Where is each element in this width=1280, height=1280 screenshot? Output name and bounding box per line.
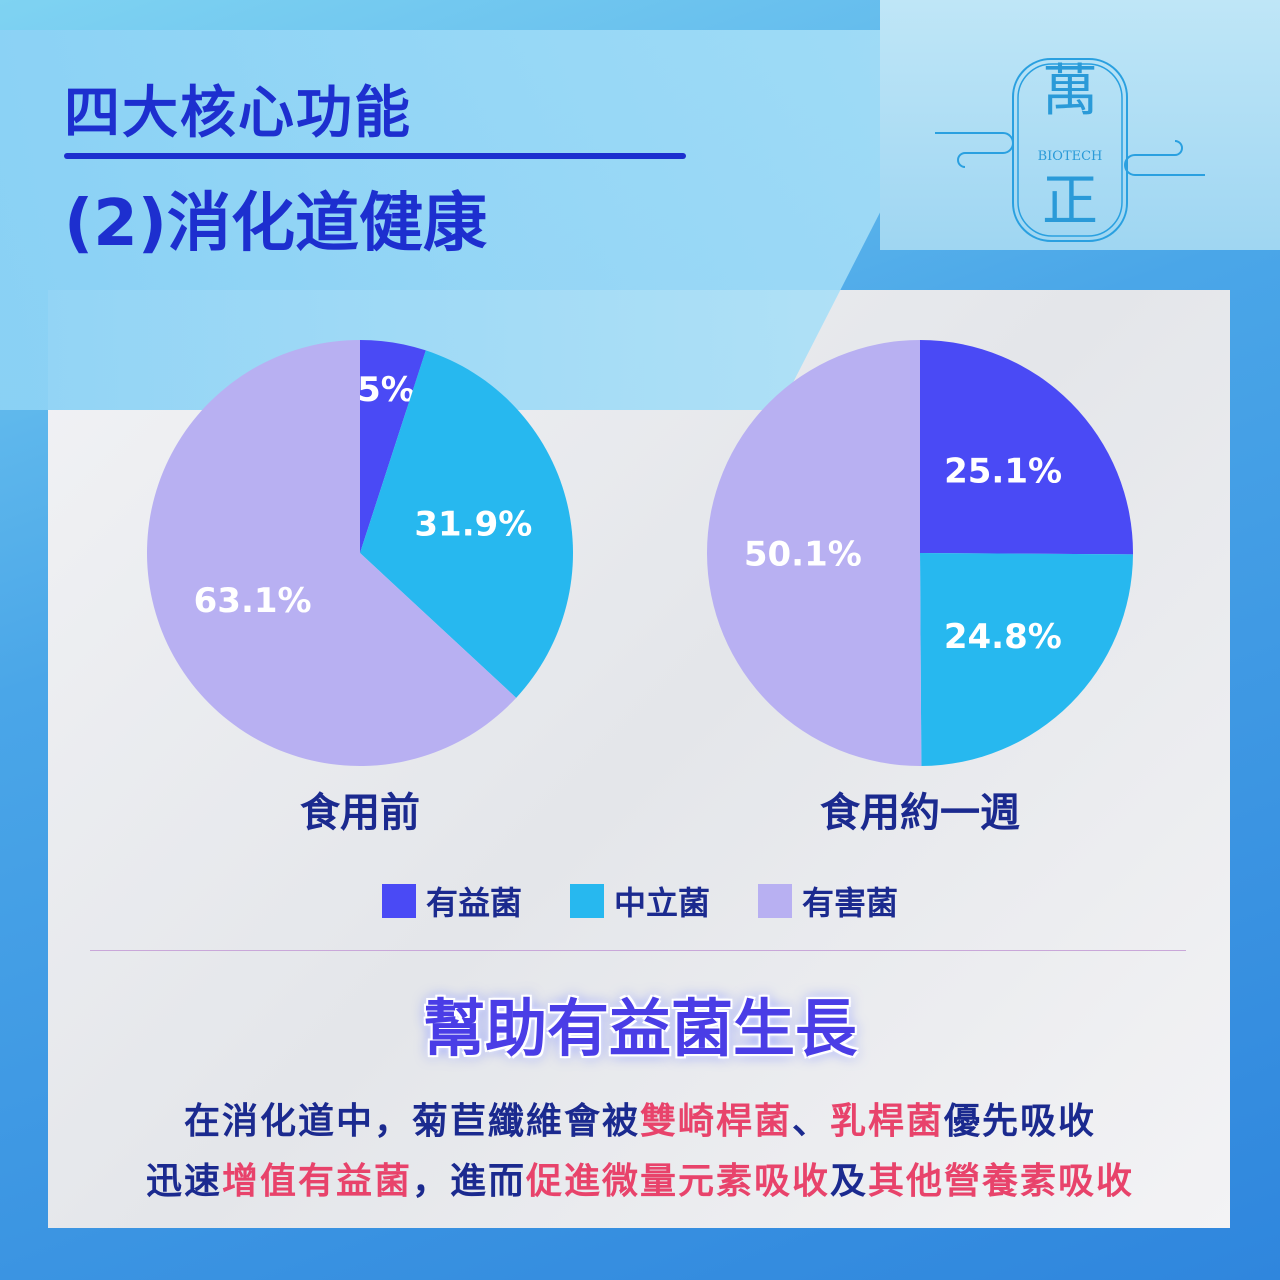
- chart-legend: 有益菌 中立菌 有害菌: [0, 878, 1280, 924]
- pie-data-label: 5%: [357, 370, 415, 410]
- legend-label: 有害菌: [802, 884, 899, 922]
- body-text: ，進而: [411, 1161, 526, 1202]
- headline: 幫助有益菌生長: [422, 992, 857, 1065]
- logo-biotech: BIOTECH: [1038, 149, 1103, 164]
- body-line-2: 迅速增值有益菌，進而促進微量元素吸收及其他營養素吸收: [0, 1152, 1280, 1204]
- highlight-text: 增值有益菌: [221, 1161, 412, 1202]
- title-divider: [64, 153, 686, 159]
- page-subtitle: (2)消化道健康: [64, 187, 488, 261]
- chart-caption-before: 食用前: [300, 790, 420, 836]
- body-text: 優先吸收: [944, 1101, 1097, 1142]
- legend-label: 中立菌: [613, 884, 710, 922]
- body-text: 在消化道中，菊苣纖維會被: [183, 1101, 640, 1142]
- section-divider: [90, 950, 1186, 951]
- body-text: 、: [791, 1101, 830, 1142]
- pie-slice-中立菌: [920, 553, 1133, 766]
- body-text: 迅速: [145, 1161, 222, 1202]
- pie-data-label: 31.9%: [414, 505, 532, 545]
- logo-banner: [880, 0, 1280, 250]
- highlight-text: 乳桿菌: [830, 1101, 945, 1142]
- legend-item-beneficial: 有益菌: [381, 878, 522, 924]
- legend-label: 有益菌: [425, 884, 522, 922]
- body-text: 及: [830, 1161, 869, 1202]
- highlight-text: 促進微量元素吸收: [526, 1161, 831, 1202]
- legend-swatch: [569, 884, 604, 918]
- highlight-text: 其他營養素吸收: [868, 1161, 1135, 1202]
- pie-slice-中立菌: [360, 350, 574, 698]
- page-title: 四大核心功能: [64, 81, 412, 146]
- pie-slice-有害菌: [147, 340, 517, 766]
- legend-swatch: [381, 884, 416, 918]
- pie-data-label: 63.1%: [194, 581, 312, 621]
- logo-char-bottom: 正: [1042, 169, 1098, 234]
- pie-data-label: 50.1%: [744, 534, 862, 574]
- chart-caption-after: 食用約一週: [820, 790, 1020, 836]
- legend-item-harmful: 有害菌: [758, 878, 898, 924]
- legend-item-neutral: 中立菌: [569, 878, 710, 924]
- pie-slice-有益菌: [920, 340, 1133, 555]
- header-banner: [0, 30, 950, 410]
- pie-slice-有害菌: [706, 340, 922, 766]
- legend-swatch: [758, 884, 792, 918]
- highlight-text: 雙崎桿菌: [639, 1101, 792, 1142]
- logo-char-top: 萬: [1042, 59, 1098, 124]
- pie-slice-有益菌: [360, 340, 426, 553]
- brand-logo: 萬 BIOTECH 正: [935, 58, 1205, 242]
- pie-data-label: 25.1%: [944, 451, 1062, 491]
- pie-data-label: 24.8%: [944, 617, 1062, 657]
- body-line-1: 在消化道中，菊苣纖維會被雙崎桿菌、乳桿菌優先吸收: [0, 1092, 1280, 1144]
